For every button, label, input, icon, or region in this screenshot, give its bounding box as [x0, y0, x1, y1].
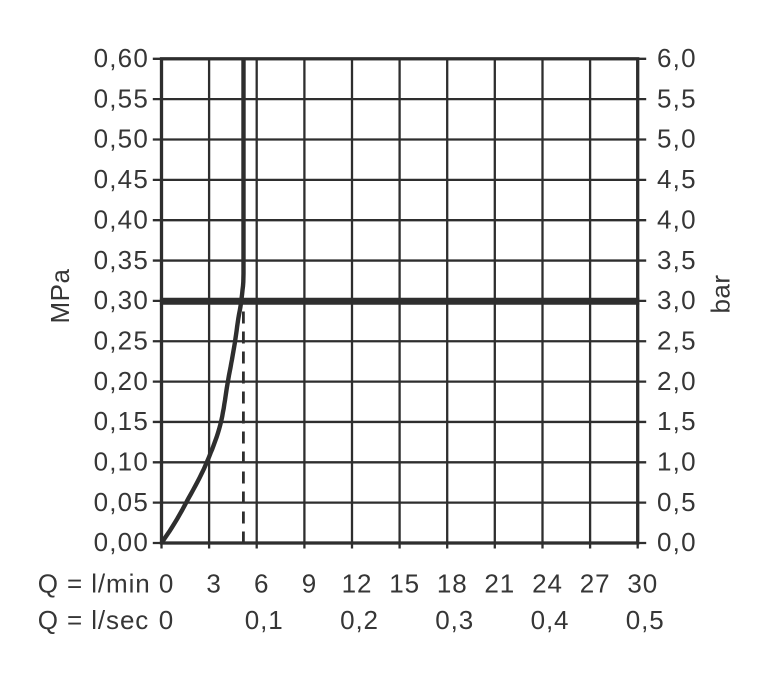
svg-text:0,20: 0,20 [94, 366, 149, 396]
svg-text:15: 15 [389, 568, 420, 598]
svg-text:MPa: MPa [45, 268, 75, 323]
svg-text:12: 12 [342, 568, 373, 598]
svg-text:4,0: 4,0 [657, 204, 697, 234]
svg-text:4,5: 4,5 [657, 164, 697, 194]
svg-text:30: 30 [627, 568, 658, 598]
svg-text:0,35: 0,35 [94, 245, 149, 275]
svg-text:5,5: 5,5 [657, 83, 697, 113]
svg-text:0,4: 0,4 [531, 605, 570, 635]
svg-text:0,5: 0,5 [657, 487, 697, 517]
svg-text:0,45: 0,45 [94, 164, 149, 194]
svg-text:0,10: 0,10 [94, 447, 149, 477]
svg-text:0,55: 0,55 [94, 83, 149, 113]
svg-text:0,30: 0,30 [94, 285, 149, 315]
svg-text:27: 27 [580, 568, 611, 598]
svg-text:0,50: 0,50 [94, 124, 149, 154]
svg-text:Q = l/sec: Q = l/sec [38, 605, 149, 635]
svg-text:0,1: 0,1 [245, 605, 284, 635]
svg-text:5,0: 5,0 [657, 124, 697, 154]
svg-text:18: 18 [437, 568, 468, 598]
svg-text:0,05: 0,05 [94, 487, 149, 517]
svg-text:1,5: 1,5 [657, 406, 697, 436]
svg-text:0,00: 0,00 [94, 527, 149, 557]
svg-text:0: 0 [159, 568, 174, 598]
svg-text:bar: bar [706, 274, 736, 313]
svg-text:9: 9 [302, 568, 317, 598]
svg-text:0,0: 0,0 [657, 527, 697, 557]
svg-text:3: 3 [206, 568, 221, 598]
svg-text:0,25: 0,25 [94, 325, 149, 355]
svg-text:0,2: 0,2 [340, 605, 379, 635]
svg-text:2,5: 2,5 [657, 325, 697, 355]
svg-text:3,5: 3,5 [657, 245, 697, 275]
svg-text:0,40: 0,40 [94, 204, 149, 234]
svg-text:3,0: 3,0 [657, 285, 697, 315]
svg-text:6,0: 6,0 [657, 43, 697, 73]
svg-text:2,0: 2,0 [657, 366, 697, 396]
svg-text:0,3: 0,3 [435, 605, 474, 635]
svg-text:6: 6 [254, 568, 269, 598]
svg-text:1,0: 1,0 [657, 447, 697, 477]
svg-text:Q = l/min: Q = l/min [38, 568, 151, 598]
svg-text:0,15: 0,15 [94, 406, 149, 436]
svg-text:21: 21 [484, 568, 515, 598]
svg-text:24: 24 [532, 568, 563, 598]
svg-text:0,60: 0,60 [94, 43, 149, 73]
svg-text:0: 0 [159, 605, 173, 635]
svg-text:0,5: 0,5 [626, 605, 665, 635]
